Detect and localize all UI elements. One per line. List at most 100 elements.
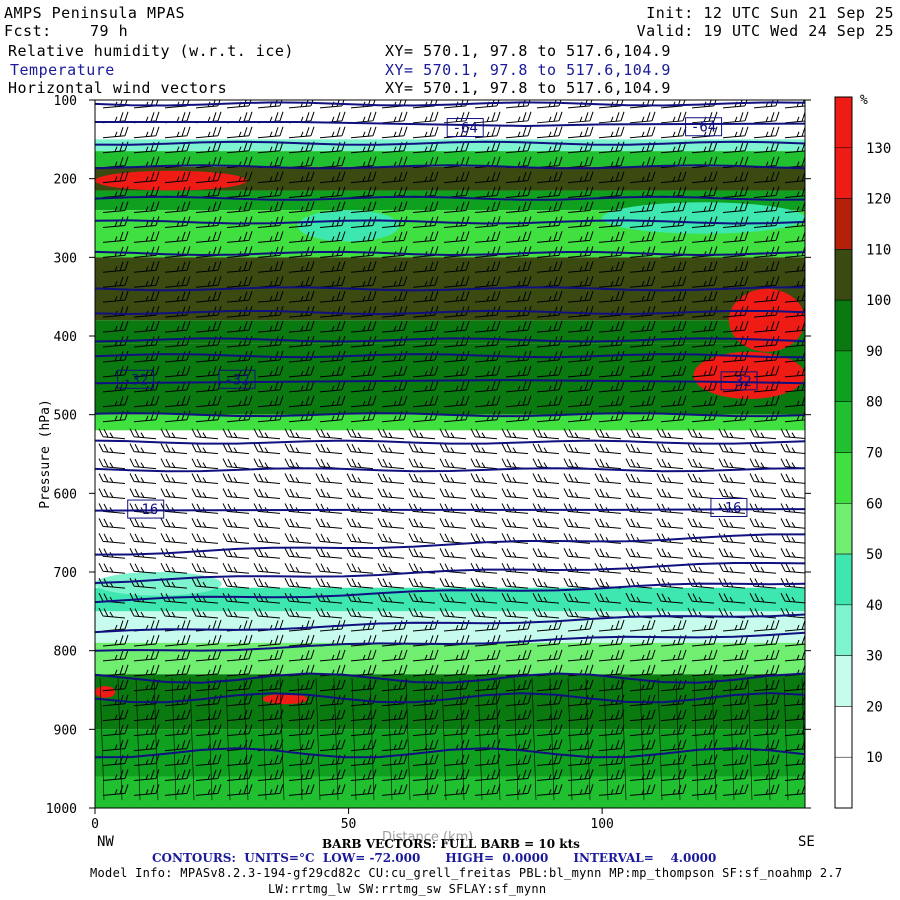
wind-barb [284, 548, 312, 559]
wind-barb [288, 769, 315, 781]
wind-barb [505, 709, 532, 722]
wind-barb [656, 518, 684, 529]
wind-barb [660, 679, 687, 692]
wind-barb [98, 443, 126, 455]
wind-barb [722, 754, 749, 767]
wind-barb [443, 679, 470, 692]
wind-barb [784, 650, 805, 662]
low-level-barb [171, 678, 177, 801]
wind-barb [784, 156, 805, 169]
wind-barb [381, 126, 408, 139]
wind-barb [222, 533, 250, 544]
colorbar-label: 50 [866, 547, 883, 563]
wind-barb [812, 548, 838, 558]
wind-barb [567, 201, 594, 213]
wind-barb [319, 156, 346, 169]
wind-barb [439, 443, 467, 455]
wind-barb [753, 111, 780, 124]
wind-barb [629, 365, 656, 378]
wind-barb [625, 533, 653, 544]
wind-barb [660, 754, 687, 767]
wind-barb [164, 126, 191, 139]
wind-barb [812, 444, 838, 454]
wind-barb [629, 380, 656, 393]
low-level-barb [495, 678, 501, 801]
wind-barb [412, 649, 439, 662]
wind-barb [656, 533, 684, 544]
wind-barb [598, 380, 625, 393]
wind-barb [505, 365, 532, 378]
wind-barb [350, 679, 377, 692]
wind-barb [102, 186, 129, 199]
wind-barb [474, 664, 501, 677]
wind-barb [253, 518, 281, 529]
wind-barb [660, 305, 687, 318]
wind-barb [629, 350, 656, 363]
wind-barb [381, 171, 408, 184]
wind-barb [629, 276, 656, 288]
wind-barb [501, 503, 529, 514]
wind-barb [505, 111, 532, 124]
wind-barb [629, 320, 656, 333]
wind-barb [164, 694, 191, 707]
isotherm [95, 439, 805, 445]
wind-barb [691, 111, 718, 124]
isotherm [95, 337, 805, 343]
wind-barb [691, 141, 718, 154]
wind-barb [691, 100, 717, 109]
isotherm [95, 692, 805, 704]
wind-barb [629, 664, 656, 677]
low-level-barb [567, 678, 573, 801]
low-level-barb [243, 678, 249, 801]
wind-barb [377, 548, 405, 559]
wind-barb [381, 365, 408, 378]
contour-label-box [127, 499, 165, 519]
wind-barb [164, 739, 191, 752]
wind-barb [718, 458, 746, 470]
isotherm [95, 164, 805, 170]
wind-barb [350, 634, 377, 647]
wind-barb [408, 533, 436, 544]
wind-barb [98, 458, 126, 470]
wind-barb [598, 739, 625, 752]
isotherm [95, 412, 805, 418]
wind-barb [505, 664, 532, 677]
wind-barb [346, 428, 374, 440]
wind-barb [470, 607, 498, 619]
wind-barb [780, 443, 805, 454]
wind-barb [191, 607, 219, 619]
wind-barb [660, 395, 687, 408]
wind-barb [164, 276, 191, 288]
wind-barb [164, 216, 191, 228]
wind-barb [381, 769, 408, 781]
wind-barb [691, 724, 718, 737]
wind-barb [629, 231, 656, 243]
wind-barb [474, 100, 500, 109]
contour-label-box [710, 497, 748, 517]
wind-barb [160, 533, 188, 544]
wind-barb [102, 679, 129, 692]
field-wind-name: Horizontal wind vectors [8, 79, 228, 97]
wind-barb [687, 577, 715, 589]
wind-barb [563, 443, 591, 455]
wind-barb [129, 428, 157, 440]
wind-barb [532, 443, 560, 455]
rh-feature [95, 572, 222, 596]
low-level-barb [549, 678, 555, 801]
wind-barb [784, 142, 805, 154]
rh-feature [602, 202, 805, 234]
wind-barb [346, 607, 374, 619]
wind-barb [691, 231, 718, 243]
wind-barb [687, 503, 715, 514]
wind-barb [319, 724, 346, 737]
wind-barb [160, 607, 188, 619]
wind-barb [133, 126, 160, 139]
colorbar-unit: % [860, 93, 868, 108]
wind-barb [536, 739, 563, 752]
wind-barb [532, 533, 560, 544]
wind-barb [505, 395, 532, 408]
wind-barb [594, 518, 622, 529]
wind-barb [536, 784, 563, 796]
wind-barb [226, 186, 253, 199]
wind-barb [753, 664, 780, 677]
